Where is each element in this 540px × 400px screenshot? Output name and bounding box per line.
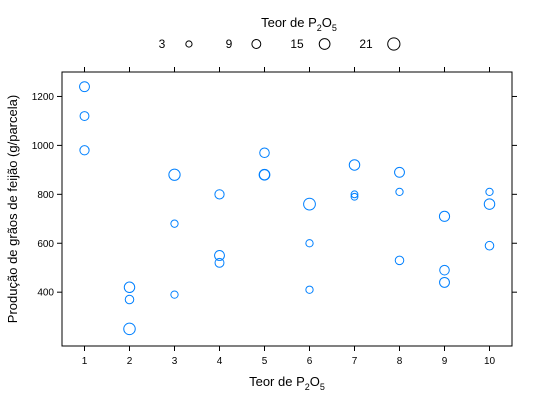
data-point bbox=[394, 166, 405, 178]
data-point bbox=[170, 290, 179, 299]
data-point bbox=[350, 190, 359, 199]
legend: Teor de P2O5 3 9 15 21 bbox=[159, 15, 401, 51]
x-axis-label: Teor de P2O5 bbox=[249, 374, 325, 392]
data-point bbox=[168, 168, 181, 181]
legend-items: 3 9 15 21 bbox=[159, 37, 401, 51]
x-tick-label: 1 bbox=[82, 356, 88, 367]
data-point bbox=[214, 189, 225, 200]
legend-entry-label: 3 bbox=[159, 37, 166, 51]
x-tick-label: 3 bbox=[172, 356, 178, 367]
legend-size-marker bbox=[387, 37, 401, 51]
data-point bbox=[79, 111, 90, 121]
x-tick-label: 8 bbox=[397, 356, 403, 367]
data-point bbox=[438, 210, 451, 222]
data-point bbox=[439, 276, 450, 288]
legend-entry-label: 9 bbox=[226, 37, 233, 51]
x-tick-label: 5 bbox=[262, 356, 268, 367]
data-point bbox=[123, 322, 136, 336]
legend-title: Teor de P2O5 bbox=[261, 15, 337, 33]
x-tick-label: 2 bbox=[127, 356, 133, 367]
data-point bbox=[79, 81, 90, 93]
x-tick-label: 4 bbox=[217, 356, 223, 367]
data-point bbox=[123, 281, 136, 294]
x-tick-label: 9 bbox=[442, 356, 448, 367]
data-point bbox=[124, 294, 135, 305]
data-point bbox=[484, 240, 495, 251]
data-point bbox=[350, 192, 359, 201]
plot-frame bbox=[61, 71, 513, 347]
legend-size-marker bbox=[318, 38, 331, 50]
data-point bbox=[394, 255, 405, 266]
x-axis: 1 2 3 4 5 6 7 8 9 10 bbox=[82, 67, 496, 367]
data-point bbox=[485, 187, 494, 197]
data-points bbox=[79, 81, 496, 336]
legend-size-marker bbox=[251, 39, 262, 49]
data-point bbox=[395, 187, 404, 197]
y-tick-label: 400 bbox=[37, 288, 54, 299]
data-point bbox=[258, 169, 271, 181]
y-axis: 400 600 800 1000 1200 bbox=[32, 92, 517, 299]
y-tick-label: 800 bbox=[37, 190, 54, 201]
legend-size-marker bbox=[185, 40, 193, 48]
data-point bbox=[348, 159, 361, 171]
data-point bbox=[305, 239, 314, 248]
legend-entry-label: 21 bbox=[359, 37, 373, 51]
y-tick-label: 1200 bbox=[32, 92, 55, 103]
data-point bbox=[305, 285, 314, 294]
data-point bbox=[79, 145, 90, 156]
y-axis-label: Produção de grãos de feijão (g/parcela) bbox=[5, 95, 20, 323]
data-point bbox=[170, 219, 179, 228]
data-point bbox=[214, 250, 225, 261]
data-point bbox=[483, 198, 496, 210]
data-point bbox=[439, 264, 450, 276]
x-tick-label: 6 bbox=[307, 356, 313, 367]
x-tick-label: 10 bbox=[484, 356, 496, 367]
data-point bbox=[214, 257, 225, 268]
y-tick-label: 600 bbox=[37, 239, 54, 250]
data-point bbox=[303, 197, 316, 211]
y-tick-label: 1000 bbox=[32, 141, 55, 152]
data-point bbox=[259, 147, 270, 159]
legend-entry-label: 15 bbox=[290, 37, 304, 51]
x-tick-label: 7 bbox=[352, 356, 358, 367]
